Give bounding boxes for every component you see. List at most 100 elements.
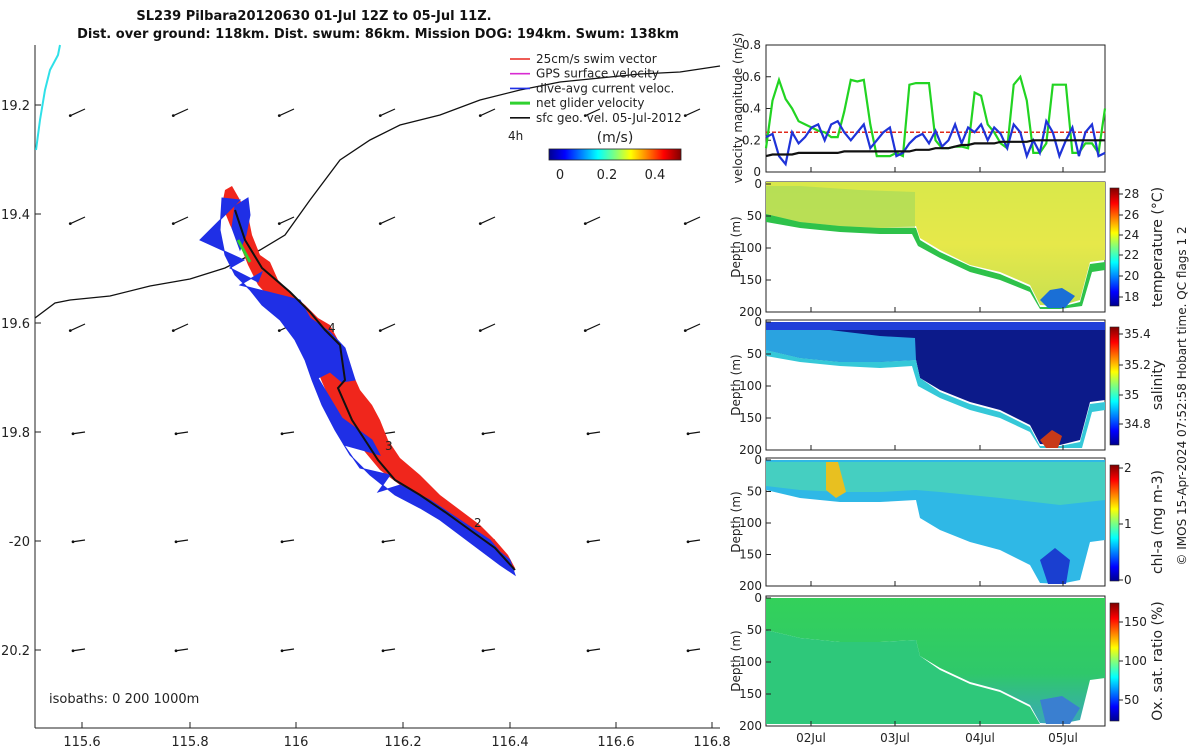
temperature-y-ticks: 0 50 100 150 200 <box>739 177 771 319</box>
geostrophic-arrow <box>585 323 601 332</box>
geostrophic-arrow <box>687 431 701 435</box>
geostrophic-arrow <box>685 108 701 117</box>
geostrophic-arrow <box>685 216 701 225</box>
geostrophic-arrow <box>685 323 701 332</box>
cbar-tick-label: 50 <box>1124 693 1139 707</box>
swim-vector-band <box>222 186 515 570</box>
geostrophic-arrow-head <box>68 114 72 118</box>
geostrophic-arrow <box>173 216 189 225</box>
cbar-tick-label: 18 <box>1124 290 1139 304</box>
geostrophic-arrow-head <box>277 329 281 333</box>
geostrophic-arrow <box>587 648 601 652</box>
geostrophic-arrow <box>585 216 601 225</box>
geostrophic-arrow <box>382 648 396 652</box>
geostrophic-arrow <box>173 108 189 117</box>
geostrophic-arrow-head <box>174 432 178 436</box>
velocity-y-tick-label: 0.4 <box>742 102 761 116</box>
geostrophic-arrow-head <box>583 114 587 118</box>
geostrophic-arrow-head <box>378 222 382 226</box>
geostrophic-arrow-head <box>683 114 687 118</box>
salinity-colorbar <box>1109 326 1120 446</box>
oxygen-lower <box>766 630 1040 724</box>
chla-panel: 0 50 100 150 200 Depth (m) 2 1 0 chl-a (mg m-3… <box>729 453 1166 593</box>
salinity-y-ticks: 0 50 100 150 200 <box>739 315 771 457</box>
depth-tick-label: 150 <box>739 548 762 562</box>
geostrophic-arrow <box>175 539 189 543</box>
geostrophic-arrow <box>70 108 86 117</box>
map-y-tick-label: 19.8 <box>1 426 30 441</box>
geostrophic-arrow-head <box>478 329 482 333</box>
cbar-tick-label: 24 <box>1124 228 1139 242</box>
depth-tick-label: 200 <box>739 579 762 593</box>
time-tick-label: 03Jul <box>880 731 910 745</box>
depth-tick-label: 150 <box>739 273 762 287</box>
geostrophic-arrow-head <box>71 649 75 653</box>
map-y-tick-label: 19.2 <box>1 99 30 114</box>
map-x-tick-label: 115.8 <box>171 735 208 750</box>
geostrophic-arrow-head <box>586 540 590 544</box>
geostrophic-arrow-head <box>71 540 75 544</box>
geostrophic-arrow-head <box>280 432 284 436</box>
geostrophic-arrow <box>482 431 496 435</box>
oxygen-cbar-label: Ox. sat. ratio (%) <box>1150 601 1166 720</box>
net-glider-track <box>234 209 516 571</box>
geostrophic-arrow-head <box>280 649 284 653</box>
geostrophic-arrow-head <box>71 432 75 436</box>
geostrophic-arrow-head <box>171 329 175 333</box>
geostrophic-arrow-head <box>277 114 281 118</box>
position-marker-3: 3 <box>385 439 393 453</box>
cbar-tick-label: 26 <box>1124 208 1139 222</box>
temperature-cold-bottom <box>1040 288 1075 308</box>
geostrophic-arrow <box>585 108 601 117</box>
velocity-plot-frame <box>765 44 1106 173</box>
geostrophic-arrow-head <box>686 540 690 544</box>
depth-tick-label: 50 <box>747 209 762 223</box>
map-colorbar-tick-0: 0 <box>556 168 564 183</box>
net-velocity-segment <box>236 239 252 263</box>
map-x-tick-label: 115.6 <box>63 735 100 750</box>
salinity-colorbar-ticks: 35.4 35.2 35 34.8 <box>1119 327 1151 431</box>
temperature-colorbar-ticks: 28 26 24 22 20 18 <box>1119 187 1139 304</box>
temperature-ylabel: Depth (m) <box>729 216 743 277</box>
geostrophic-arrow <box>587 539 601 543</box>
velocity-ylabel: velocity magnitude (m/s) <box>731 33 745 184</box>
geostrophic-arrow <box>482 648 496 652</box>
map-x-tick-label: 116.2 <box>384 735 421 750</box>
geostrophic-arrow-head <box>171 114 175 118</box>
legend-label: 25cm/s swim vector <box>536 52 657 66</box>
oxygen-colorbar-ticks: 150 100 50 <box>1119 615 1147 707</box>
cbar-tick-label: 1 <box>1124 517 1132 531</box>
geostrophic-arrow <box>687 539 701 543</box>
geostrophic-arrow <box>72 539 86 543</box>
geostrophic-arrow <box>175 431 189 435</box>
depth-tick-label: 200 <box>739 305 762 319</box>
depth-tick-label: 150 <box>739 411 762 425</box>
map-x-tick-label: 116.8 <box>693 735 730 750</box>
velocity-series-line <box>765 118 1106 167</box>
chla-ylabel: Depth (m) <box>729 491 743 552</box>
geostrophic-arrow <box>587 431 601 435</box>
position-marker-2: 2 <box>474 516 482 530</box>
time-tick-label: 04Jul <box>965 731 995 745</box>
salinity-surface-layer <box>766 322 1105 330</box>
geostrophic-arrow <box>380 323 396 332</box>
geostrophic-arrow-head <box>478 114 482 118</box>
oxygen-panel: 0 50 100 150 200 Depth (m) 150 100 50 Ox. sat.… <box>729 591 1166 733</box>
geostrophic-arrow-head <box>583 329 587 333</box>
isobath-200m <box>34 65 721 319</box>
geostrophic-arrow-head <box>583 222 587 226</box>
geostrophic-arrow <box>480 108 496 117</box>
depth-tick-label: 100 <box>739 655 762 669</box>
geostrophic-arrow-head <box>378 329 382 333</box>
depth-tick-label: 100 <box>739 516 762 530</box>
velocity-series-line <box>765 139 1105 158</box>
map-colorbar-tick-1: 0.2 <box>597 168 618 183</box>
temperature-upper-patch <box>766 186 915 230</box>
isobath-0m <box>35 44 61 151</box>
chla-colorbar-ticks: 2 1 0 <box>1119 461 1132 587</box>
geostrophic-arrow <box>380 108 396 117</box>
depth-tick-label: 0 <box>754 453 762 467</box>
geostrophic-arrow <box>173 323 189 332</box>
geostrophic-arrow-head <box>174 649 178 653</box>
depth-tick-label: 50 <box>747 623 762 637</box>
